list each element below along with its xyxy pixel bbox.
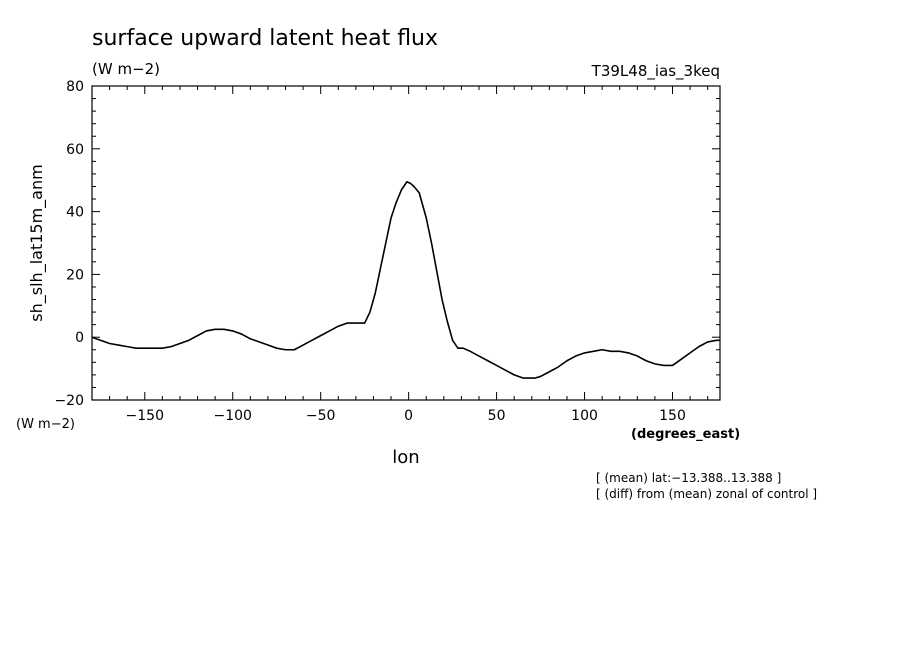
x-tick-label: −100	[214, 408, 252, 424]
x-tick-label: 100	[571, 408, 598, 424]
x-axis-label: lon	[392, 447, 419, 468]
y-axis-units: (W m−2)	[16, 417, 75, 432]
y-tick-label: 40	[66, 205, 84, 221]
y-axis-label: sh_slh_lat15m_anm	[27, 164, 47, 321]
chart-subtitle: (W m−2)	[92, 60, 160, 78]
axis-ticks	[91, 85, 720, 401]
x-axis-units: (degrees_east)	[631, 427, 740, 442]
note-diff-control: [ (diff) from (mean) zonal of control ]	[596, 487, 817, 501]
y-tick-label: 60	[66, 142, 84, 158]
y-tick-label: 0	[75, 330, 84, 346]
y-tick-labels: −20 0 20 40 60 80	[54, 79, 84, 409]
series-line	[91, 180, 720, 379]
x-tick-label: −150	[126, 408, 164, 424]
chart-title: surface upward latent heat flux	[92, 26, 438, 51]
x-tick-label: −50	[306, 408, 336, 424]
y-tick-label: −20	[54, 393, 84, 409]
y-tick-label: 20	[66, 267, 84, 283]
plot-area: −150 −100 −50 0 50 100 150 −20 0 20 40 60 80	[54, 79, 721, 424]
x-tick-label: 0	[404, 408, 413, 424]
y-tick-label: 80	[66, 79, 84, 95]
note-mean-lat: [ (mean) lat:−13.388..13.388 ]	[596, 471, 781, 485]
x-tick-labels: −150 −100 −50 0 50 100 150	[126, 408, 686, 424]
x-tick-label: 150	[659, 408, 686, 424]
run-label: T39L48_ias_3keq	[591, 62, 720, 81]
x-tick-label: 50	[488, 408, 506, 424]
plot-frame	[91, 85, 721, 401]
